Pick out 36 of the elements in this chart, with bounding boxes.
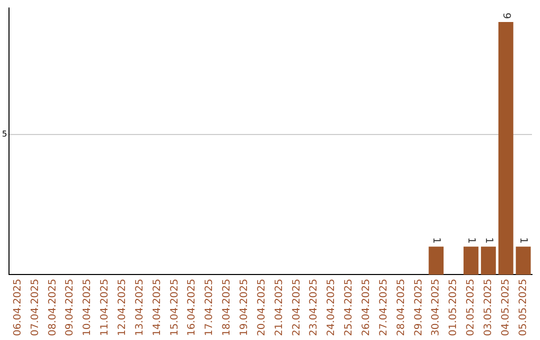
x-tick-label: 09.04.2025 [64, 278, 76, 336]
x-tick-label: 20.04.2025 [256, 278, 268, 336]
x-tick-label: 17.04.2025 [204, 278, 216, 336]
x-tick-label: 16.04.2025 [186, 278, 198, 336]
x-tick-label: 28.04.2025 [396, 278, 407, 336]
data-label: 1 [518, 237, 529, 244]
data-label: 9 [500, 12, 512, 20]
y-tick-label: 5 [2, 129, 8, 138]
x-tick-label: 18.04.2025 [222, 278, 233, 336]
x-tick-label: 15.04.2025 [169, 278, 180, 336]
x-tick-label: 08.04.2025 [47, 278, 58, 336]
x-tick-label: 07.04.2025 [30, 278, 41, 336]
x-tick-label: 06.04.2025 [12, 278, 24, 336]
x-tick-label: 03.05.2025 [483, 278, 494, 336]
data-label: 1 [482, 237, 494, 244]
x-tick-label: 21.04.2025 [274, 278, 285, 336]
x-tick-label: 26.04.2025 [361, 278, 372, 336]
x-tick-label: 25.04.2025 [344, 278, 355, 336]
x-tick-label: 01.05.2025 [448, 278, 460, 336]
x-tick-label: 29.04.2025 [413, 278, 424, 336]
x-tick-label: 11.04.2025 [100, 278, 111, 336]
x-tick-label: 13.04.2025 [134, 278, 146, 336]
x-tick-label: 30.04.2025 [430, 278, 442, 336]
x-tick-label: 05.05.2025 [518, 278, 529, 336]
x-tick-label: 14.04.2025 [152, 278, 163, 336]
x-tick-label: 10.04.2025 [82, 278, 94, 336]
data-label: 1 [465, 237, 476, 244]
x-tick-label: 23.04.2025 [308, 278, 320, 336]
x-tick-label: 04.05.2025 [500, 278, 512, 336]
x-tick-label: 19.04.2025 [238, 278, 250, 336]
x-tick-label: 22.04.2025 [291, 278, 302, 336]
x-tick-label: 02.05.2025 [466, 278, 477, 336]
x-tick-label: 27.04.2025 [378, 278, 390, 336]
x-tick-label: 24.04.2025 [326, 278, 338, 336]
data-label: 1 [430, 237, 442, 244]
x-tick-label: 12.04.2025 [116, 278, 128, 336]
